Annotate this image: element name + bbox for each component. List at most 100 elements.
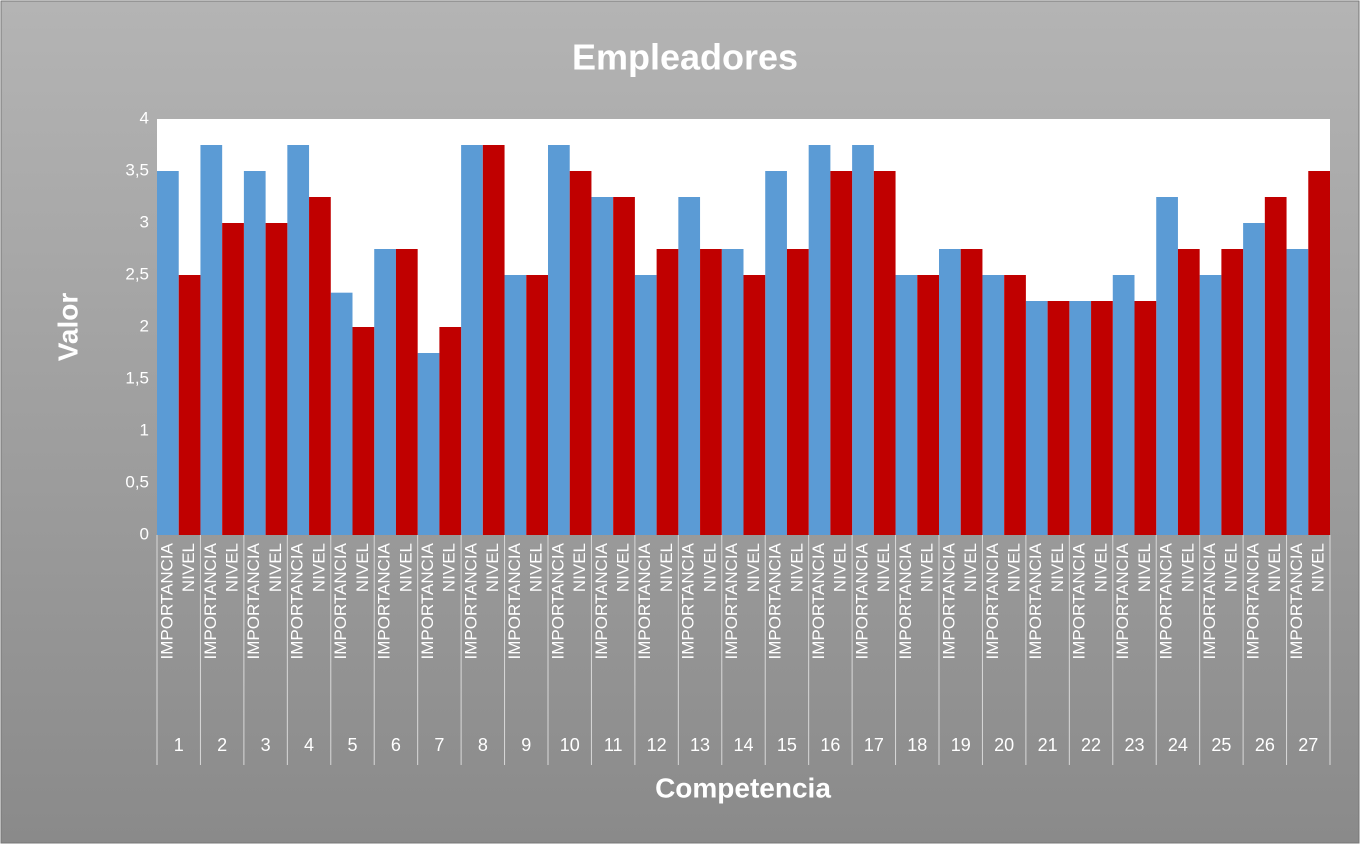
series-label: IMPORTANCIA — [331, 542, 350, 659]
bar — [330, 292, 353, 535]
x-tick-label: 9 — [521, 735, 531, 755]
bar — [808, 145, 831, 535]
bar — [765, 171, 787, 535]
series-label: NIVEL — [1178, 543, 1197, 592]
series-label: NIVEL — [223, 543, 242, 592]
bar — [374, 249, 396, 535]
x-tick-label: 7 — [434, 735, 444, 755]
chart-title: Empleadores — [572, 37, 798, 78]
bar — [417, 353, 440, 535]
x-tick-label: 20 — [994, 735, 1014, 755]
bar — [1199, 275, 1222, 535]
bar — [178, 275, 201, 535]
bar — [1243, 223, 1265, 535]
bar — [1134, 301, 1157, 535]
series-label: NIVEL — [961, 543, 980, 592]
bar — [569, 171, 592, 535]
x-tick-label: 1 — [174, 735, 184, 755]
series-label: NIVEL — [353, 543, 372, 592]
bar — [939, 249, 961, 535]
x-tick-label: 6 — [391, 735, 401, 755]
series-label: IMPORTANCIA — [1157, 542, 1176, 659]
bar — [830, 171, 853, 535]
series-label: NIVEL — [614, 543, 633, 592]
bar — [548, 145, 570, 535]
series-label: NIVEL — [266, 543, 285, 592]
bar — [700, 249, 722, 535]
bar — [634, 275, 657, 535]
series-label: IMPORTANCIA — [766, 542, 785, 659]
series-label: NIVEL — [831, 543, 850, 592]
x-tick-label: 26 — [1255, 735, 1275, 755]
series-label: NIVEL — [744, 543, 763, 592]
series-label: NIVEL — [700, 543, 719, 592]
series-label: NIVEL — [874, 543, 893, 592]
x-tick-label: 17 — [864, 735, 884, 755]
bar — [1004, 275, 1026, 535]
series-label: IMPORTANCIA — [1113, 542, 1132, 659]
x-axis-title: Competencia — [655, 772, 831, 803]
bar — [678, 197, 701, 535]
y-tick-label: 4 — [140, 108, 149, 127]
bar — [852, 145, 874, 535]
y-tick-label: 3 — [140, 212, 149, 231]
x-tick-label: 15 — [777, 735, 797, 755]
bar — [1069, 301, 1092, 535]
x-tick-label: 13 — [690, 735, 710, 755]
series-label: IMPORTANCIA — [1243, 542, 1262, 659]
series-label: IMPORTANCIA — [157, 542, 176, 659]
bar — [743, 275, 766, 535]
bar — [157, 171, 179, 535]
series-label: IMPORTANCIA — [852, 542, 871, 659]
series-label: IMPORTANCIA — [896, 542, 915, 659]
y-tick-label: 3,5 — [125, 160, 149, 179]
x-tick-label: 16 — [820, 735, 840, 755]
y-tick-label: 2,5 — [125, 264, 149, 283]
bar — [1286, 249, 1309, 535]
series-label: NIVEL — [918, 543, 937, 592]
x-tick-label: 3 — [261, 735, 271, 755]
series-label: NIVEL — [1265, 543, 1284, 592]
series-label: NIVEL — [396, 543, 415, 592]
x-tick-label: 12 — [647, 735, 667, 755]
bar — [656, 249, 679, 535]
bar — [1221, 249, 1244, 535]
x-tick-label: 21 — [1038, 735, 1058, 755]
x-tick-label: 19 — [951, 735, 971, 755]
series-label: NIVEL — [570, 543, 589, 592]
y-tick-label: 1,5 — [125, 368, 149, 387]
bar — [352, 327, 375, 535]
bar — [1264, 197, 1287, 535]
y-axis-title: Valor — [52, 293, 83, 362]
x-tick-label: 22 — [1081, 735, 1101, 755]
bar — [265, 223, 288, 535]
bar — [461, 145, 483, 535]
series-label: IMPORTANCIA — [809, 542, 828, 659]
series-label: IMPORTANCIA — [983, 542, 1002, 659]
bar — [1156, 197, 1178, 535]
bar — [309, 197, 331, 535]
series-label: IMPORTANCIA — [1287, 542, 1306, 659]
bar — [591, 197, 614, 535]
bar — [982, 275, 1005, 535]
bar — [786, 249, 809, 535]
x-tick-label: 24 — [1168, 735, 1188, 755]
bar — [395, 249, 418, 535]
bar — [1047, 301, 1070, 535]
series-label: NIVEL — [440, 543, 459, 592]
series-label: IMPORTANCIA — [461, 542, 480, 659]
y-tick-label: 1 — [140, 420, 149, 439]
bar — [439, 327, 462, 535]
bar — [200, 145, 223, 535]
bar — [1308, 171, 1330, 535]
series-label: NIVEL — [527, 543, 546, 592]
series-label: IMPORTANCIA — [722, 542, 741, 659]
series-label: NIVEL — [1309, 543, 1328, 592]
bar — [243, 171, 266, 535]
y-tick-label: 0,5 — [125, 472, 149, 491]
series-label: IMPORTANCIA — [418, 542, 437, 659]
bar — [895, 275, 918, 535]
series-label: IMPORTANCIA — [592, 542, 611, 659]
x-tick-label: 23 — [1124, 735, 1144, 755]
